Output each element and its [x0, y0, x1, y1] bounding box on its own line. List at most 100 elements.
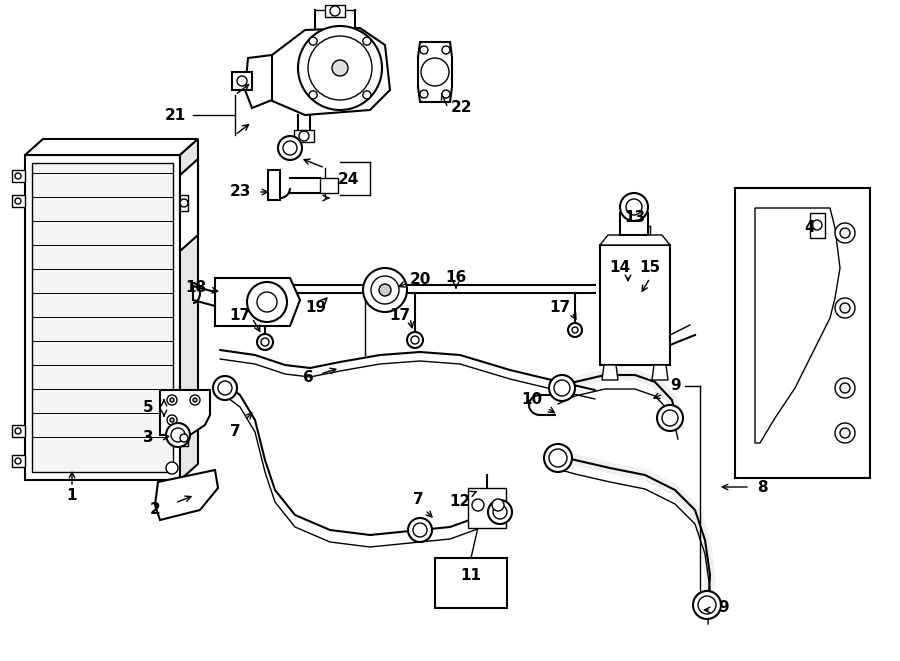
Bar — [320, 178, 338, 193]
Text: 20: 20 — [410, 272, 431, 288]
Circle shape — [283, 141, 297, 155]
Polygon shape — [600, 235, 670, 245]
Polygon shape — [652, 365, 668, 380]
Circle shape — [554, 380, 570, 396]
Text: 2: 2 — [149, 502, 160, 518]
Text: 9: 9 — [670, 379, 681, 393]
Circle shape — [835, 223, 855, 243]
Circle shape — [620, 193, 648, 221]
Circle shape — [411, 336, 419, 344]
Bar — [25, 155, 180, 480]
Text: 19: 19 — [305, 301, 327, 315]
Circle shape — [261, 338, 269, 346]
Bar — [435, 558, 507, 608]
Bar — [180, 430, 188, 446]
Bar — [325, 5, 345, 17]
Circle shape — [171, 428, 185, 442]
Circle shape — [420, 46, 428, 54]
Text: 12: 12 — [449, 494, 471, 510]
Circle shape — [549, 449, 567, 467]
Bar — [735, 188, 870, 478]
Circle shape — [190, 395, 200, 405]
Circle shape — [371, 276, 399, 304]
Circle shape — [488, 500, 512, 524]
Circle shape — [257, 334, 273, 350]
Polygon shape — [418, 42, 452, 102]
Circle shape — [298, 26, 382, 110]
Bar — [180, 195, 188, 211]
Polygon shape — [193, 286, 215, 306]
Circle shape — [167, 415, 177, 425]
Circle shape — [420, 90, 428, 98]
Circle shape — [363, 91, 371, 99]
Circle shape — [180, 199, 188, 207]
Text: 7: 7 — [230, 424, 240, 440]
Text: 15: 15 — [639, 260, 661, 276]
Circle shape — [472, 499, 484, 511]
Circle shape — [15, 198, 21, 204]
Circle shape — [626, 199, 642, 215]
Circle shape — [698, 596, 716, 614]
Bar — [32, 163, 173, 472]
Polygon shape — [602, 365, 618, 380]
Bar — [468, 488, 506, 528]
Bar — [12, 425, 25, 437]
Circle shape — [363, 268, 407, 312]
Circle shape — [442, 90, 450, 98]
Circle shape — [308, 36, 372, 100]
Circle shape — [549, 375, 575, 401]
Circle shape — [247, 282, 287, 322]
Circle shape — [170, 398, 174, 402]
Circle shape — [193, 398, 197, 402]
Circle shape — [166, 423, 190, 447]
Circle shape — [572, 327, 578, 333]
Polygon shape — [810, 213, 825, 238]
Circle shape — [840, 428, 850, 438]
Circle shape — [662, 410, 678, 426]
Circle shape — [568, 323, 582, 337]
Text: 8: 8 — [757, 479, 768, 494]
Circle shape — [840, 303, 850, 313]
Circle shape — [213, 376, 237, 400]
Circle shape — [812, 220, 822, 230]
Circle shape — [237, 76, 247, 86]
Polygon shape — [180, 159, 198, 251]
Circle shape — [657, 405, 683, 431]
Circle shape — [15, 428, 21, 434]
Polygon shape — [600, 245, 670, 365]
Circle shape — [408, 518, 432, 542]
Polygon shape — [245, 55, 272, 108]
Circle shape — [218, 381, 232, 395]
Polygon shape — [755, 208, 840, 443]
Circle shape — [166, 462, 178, 474]
Circle shape — [15, 173, 21, 179]
Text: 13: 13 — [625, 210, 645, 225]
Text: 4: 4 — [805, 221, 815, 235]
Circle shape — [167, 395, 177, 405]
Bar — [620, 213, 648, 235]
Circle shape — [840, 228, 850, 238]
Circle shape — [332, 60, 348, 76]
Circle shape — [421, 58, 449, 86]
Circle shape — [493, 505, 507, 519]
Text: 5: 5 — [143, 401, 153, 416]
Circle shape — [309, 37, 317, 45]
Polygon shape — [180, 139, 198, 480]
Text: 23: 23 — [230, 184, 251, 200]
Bar — [12, 170, 25, 182]
Circle shape — [835, 378, 855, 398]
Text: 16: 16 — [446, 270, 466, 286]
Text: 17: 17 — [549, 301, 571, 315]
Circle shape — [299, 131, 309, 141]
Text: 17: 17 — [230, 307, 250, 323]
Text: 10: 10 — [521, 393, 543, 407]
Circle shape — [835, 423, 855, 443]
Text: 6: 6 — [302, 371, 313, 385]
Text: 18: 18 — [185, 280, 207, 295]
Bar — [232, 72, 252, 90]
Circle shape — [309, 91, 317, 99]
Circle shape — [407, 332, 423, 348]
Polygon shape — [155, 470, 218, 520]
Circle shape — [492, 499, 504, 511]
Circle shape — [170, 418, 174, 422]
